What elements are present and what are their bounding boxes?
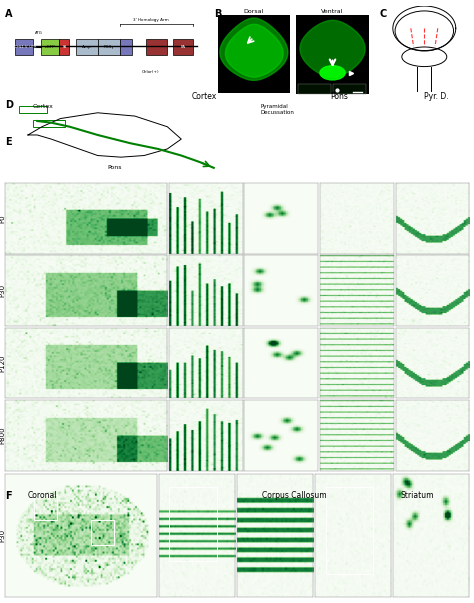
Text: Cortex: Cortex [33, 104, 54, 109]
Circle shape [320, 66, 345, 80]
Bar [41, 39, 59, 55]
Text: C: C [379, 8, 387, 19]
Polygon shape [300, 21, 365, 77]
Text: Pons: Pons [107, 165, 121, 170]
Bar [298, 84, 331, 94]
Y-axis label: P800: P800 [0, 426, 5, 444]
Text: Pons: Pons [330, 92, 348, 101]
Text: B: B [215, 8, 222, 19]
Bar [18, 106, 46, 113]
Bar [296, 15, 369, 93]
Text: R6Kγ: R6Kγ [104, 45, 114, 49]
Bar [173, 39, 193, 55]
Text: A: A [5, 8, 12, 19]
Text: Corpus Callosum: Corpus Callosum [262, 491, 326, 500]
Text: Striatum: Striatum [401, 491, 434, 500]
Bar [59, 39, 70, 55]
Bar [120, 39, 132, 55]
Bar [169, 487, 217, 561]
Bar [98, 39, 120, 55]
Text: E: E [5, 137, 11, 148]
Text: 3' Homology Arm: 3' Homology Arm [133, 18, 168, 22]
Text: Coronal: Coronal [28, 491, 57, 500]
Bar [33, 120, 65, 127]
Y-axis label: P0: P0 [0, 214, 5, 223]
Bar [333, 84, 365, 94]
Text: Ventral: Ventral [321, 8, 344, 14]
Y-axis label: P120: P120 [0, 355, 5, 372]
Polygon shape [226, 24, 283, 77]
Text: D: D [5, 101, 13, 110]
Text: Pyr. D.: Pyr. D. [424, 92, 449, 101]
Bar [296, 83, 369, 94]
Y-axis label: P30: P30 [0, 284, 5, 297]
Bar [326, 487, 373, 573]
Bar [75, 39, 98, 55]
Text: F: F [5, 491, 11, 502]
Text: Cortex: Cortex [192, 92, 217, 101]
Bar [91, 520, 114, 545]
Text: ATG: ATG [35, 31, 43, 34]
Text: PA: PA [180, 45, 185, 49]
Y-axis label: P30: P30 [0, 529, 5, 542]
Text: Dorsal: Dorsal [244, 8, 264, 14]
Bar [146, 39, 166, 55]
Bar [15, 39, 33, 55]
Text: eGFP: eGFP [45, 45, 55, 49]
Text: PA: PA [62, 45, 66, 49]
Text: Chlor(+): Chlor(+) [142, 70, 159, 74]
Text: Pyramidal
Decussation: Pyramidal Decussation [260, 104, 294, 115]
Polygon shape [220, 18, 288, 80]
Text: UCHL1 5' UTR: UCHL1 5' UTR [12, 45, 36, 49]
Bar [218, 15, 290, 93]
Text: Amp: Amp [82, 45, 91, 49]
Bar [34, 495, 57, 520]
